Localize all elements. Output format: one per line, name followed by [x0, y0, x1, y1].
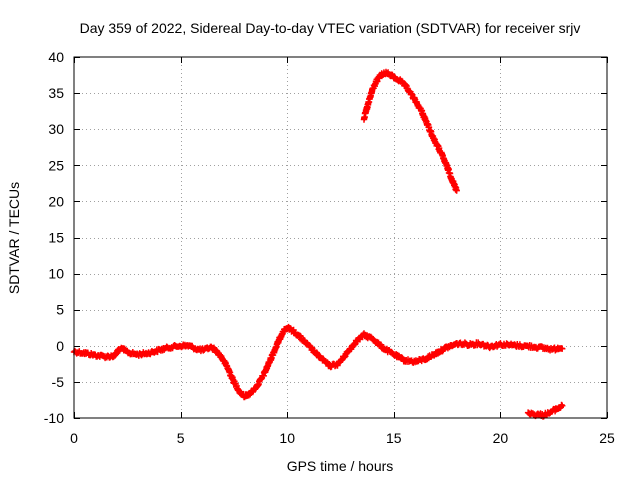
- data-markers: [524, 401, 566, 420]
- x-tick-label: 10: [279, 430, 295, 446]
- y-tick-label: 20: [48, 193, 64, 209]
- y-tick-label: 15: [48, 230, 64, 246]
- y-tick-label: 25: [48, 157, 64, 173]
- y-tick-label: 10: [48, 266, 64, 282]
- x-tick-label: 0: [70, 430, 78, 446]
- y-tick-label: 40: [48, 49, 64, 65]
- y-tick-label: -10: [44, 410, 64, 426]
- axis-ticks: 0 5 10 15 20 25 -10 -5 0 5 10 15 20 25 30 35 40: [44, 49, 615, 446]
- x-tick-label: 25: [599, 430, 615, 446]
- y-tick-label: 35: [48, 85, 64, 101]
- y-tick-label: 0: [56, 338, 64, 354]
- data-markers: [360, 68, 460, 194]
- data-markers: [70, 323, 566, 401]
- y-tick-label: -5: [52, 374, 65, 390]
- x-tick-label: 20: [493, 430, 509, 446]
- data-series-sdtvar-main: [70, 323, 566, 401]
- x-axis-label: GPS time / hours: [287, 458, 394, 474]
- plot-frame: [73, 56, 608, 419]
- chart-title: Day 359 of 2022, Sidereal Day-to-day VTE…: [80, 20, 581, 36]
- data-points: [70, 68, 566, 420]
- data-series-sdtvar-tail: [524, 401, 566, 420]
- y-tick-label: 30: [48, 121, 64, 137]
- data-series-sdtvar-arc: [360, 68, 460, 194]
- y-axis-label: SDTVAR / TECUs: [6, 182, 22, 294]
- x-tick-label: 15: [386, 430, 402, 446]
- x-tick-label: 5: [177, 430, 185, 446]
- y-tick-label: 5: [56, 302, 64, 318]
